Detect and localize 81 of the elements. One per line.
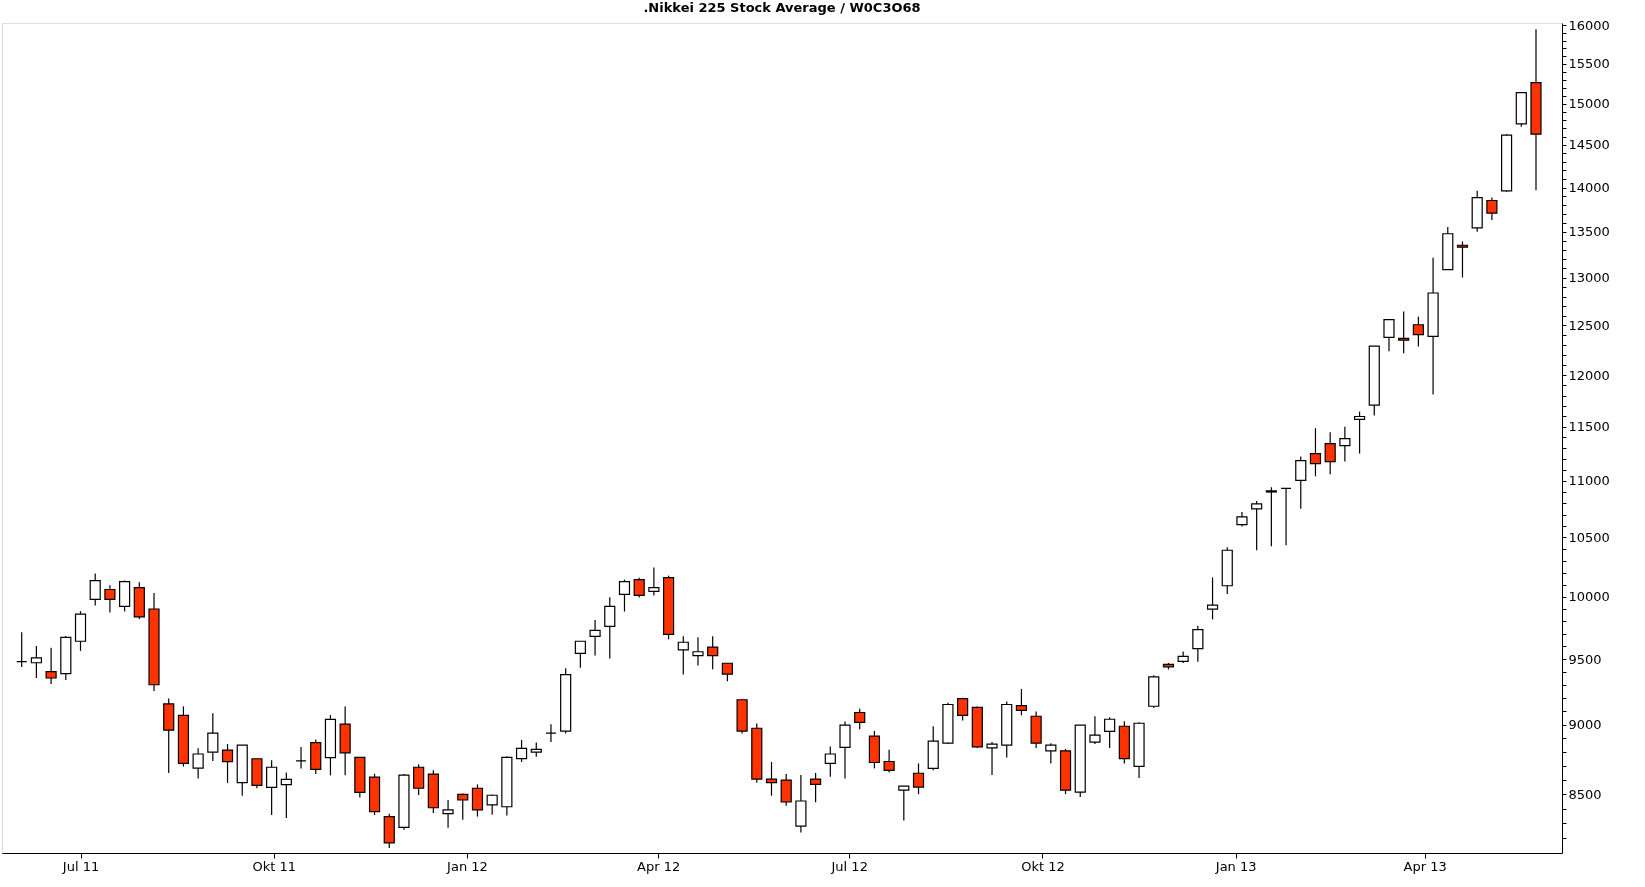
- y-tick-label: 16000: [1568, 17, 1610, 33]
- y-tick-label: 10000: [1568, 589, 1610, 605]
- candlestick: [589, 619, 601, 657]
- x-tick-label: Apr 12: [637, 858, 681, 874]
- candlestick: [1192, 625, 1204, 663]
- y-tick-label: 12000: [1568, 367, 1610, 383]
- candlestick: [1353, 411, 1366, 455]
- candlestick: [45, 647, 57, 685]
- candlestick: [765, 761, 778, 797]
- y-tick-label: 10500: [1568, 529, 1610, 545]
- candlestick: [1309, 427, 1322, 477]
- candlestick: [1324, 431, 1336, 475]
- y-tick-label: 11500: [1568, 419, 1610, 435]
- candlestick: [471, 783, 484, 818]
- candlestick: [1486, 196, 1498, 221]
- candlestick: [30, 645, 42, 679]
- candlestick: [1280, 487, 1292, 546]
- candlestick: [618, 579, 631, 613]
- candlestick: [192, 747, 204, 780]
- candlestick: [442, 799, 454, 829]
- candlestick: [1339, 426, 1351, 463]
- chart-title: .Nikkei 225 Stock Average / W0C3O68: [643, 0, 921, 16]
- y-tick-label: 14500: [1568, 137, 1610, 153]
- candlestick: [1206, 576, 1219, 620]
- candlestick: [604, 596, 616, 659]
- candlestick: [1104, 716, 1116, 749]
- candlestick: [16, 631, 28, 668]
- x-tick-label: Jan 12: [446, 858, 488, 874]
- candlestick: [883, 749, 895, 774]
- candlestick: [515, 739, 528, 763]
- candlestick: [104, 584, 116, 614]
- candlestick: [1089, 715, 1101, 745]
- candlestick: [677, 635, 689, 676]
- y-tick-label: 14000: [1568, 180, 1610, 196]
- candlestick: [986, 741, 998, 776]
- candlestick: [824, 745, 836, 778]
- candlestick: [295, 746, 307, 770]
- candlestick: [707, 635, 719, 670]
- candlestick: [280, 771, 292, 819]
- candlestick: [648, 566, 660, 597]
- candlestick: [854, 708, 866, 730]
- candlestick: [1265, 486, 1277, 547]
- y-tick-label: 13000: [1568, 270, 1610, 286]
- candlestick: [1383, 319, 1395, 352]
- candlestick: [89, 572, 101, 607]
- candlestick: [839, 720, 851, 780]
- candlestick: [207, 712, 219, 762]
- candlestick: [1251, 500, 1263, 551]
- candlestick: [898, 785, 910, 822]
- x-tick-label: Jul 12: [830, 858, 868, 874]
- candlestick: [1412, 316, 1424, 348]
- y-tick-label: 9000: [1568, 717, 1602, 733]
- y-tick-label: 15500: [1568, 56, 1610, 72]
- candlestick: [692, 636, 704, 667]
- candlestick: [1398, 310, 1410, 354]
- y-tick-label: 11000: [1568, 473, 1610, 489]
- y-tick-label: 9500: [1568, 651, 1602, 667]
- candlestick: [633, 577, 645, 598]
- x-tick-label: Okt 11: [252, 858, 297, 874]
- candlestick: [810, 772, 822, 803]
- candlestick: [457, 792, 469, 821]
- y-tick-label: 12500: [1568, 317, 1610, 333]
- y-tick-label: 8500: [1568, 786, 1602, 802]
- x-tick-label: Okt 12: [1021, 858, 1065, 874]
- x-tick-label: Jan 13: [1214, 858, 1257, 874]
- y-tick-label: 15000: [1568, 96, 1610, 112]
- candlestick: [912, 762, 925, 795]
- candlestick: [413, 763, 425, 796]
- y-tick-label: 13500: [1568, 224, 1610, 240]
- candlestick: [1456, 240, 1469, 279]
- candlestick: [486, 793, 498, 816]
- x-tick-label: Jul 11: [61, 858, 100, 874]
- x-tick-label: Apr 13: [1403, 858, 1447, 874]
- candlestick: [1015, 688, 1028, 716]
- candlestick: [221, 743, 234, 784]
- candlestick: [780, 773, 792, 807]
- candlestick: [1295, 455, 1307, 510]
- candlestick: [1045, 742, 1057, 765]
- candlestick: [574, 640, 586, 669]
- candlestick: [266, 759, 278, 816]
- candlestick: [545, 723, 557, 743]
